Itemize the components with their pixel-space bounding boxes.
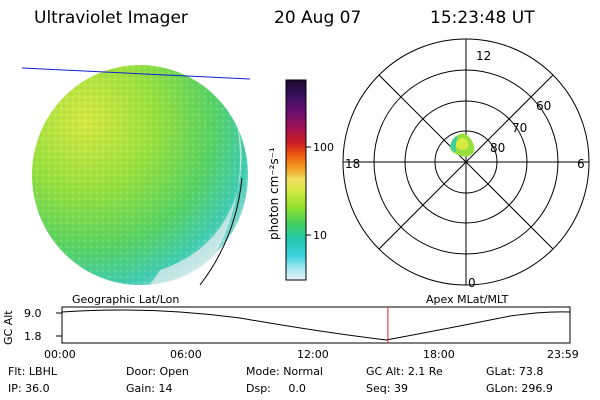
info-glon-key: GLon: bbox=[486, 382, 518, 395]
info-glat: GLat: 73.8 bbox=[486, 365, 543, 378]
polar-diag-b bbox=[378, 74, 554, 250]
info-ip-value: 36.0 bbox=[25, 382, 50, 395]
color-bar-label: photon cm⁻²s⁻¹ bbox=[267, 147, 281, 240]
info-seq: Seq: 39 bbox=[366, 382, 408, 395]
color-bar-tick-100: 100 bbox=[313, 141, 334, 154]
orbit-ylabel: GC Alt bbox=[2, 310, 15, 345]
earth-disk-texture bbox=[32, 65, 248, 285]
info-mode-value: Normal bbox=[283, 365, 323, 378]
orbit-xtick-1: 06:00 bbox=[170, 348, 202, 361]
orbit-xtick-3: 18:00 bbox=[423, 348, 455, 361]
info-flt-value: LBHL bbox=[28, 365, 57, 378]
orbit-altitude-curve bbox=[61, 309, 571, 341]
apex-panel-label: Apex MLat/MLT bbox=[426, 293, 509, 306]
polar-label-left: 18 bbox=[345, 157, 360, 171]
info-door: Door: Open bbox=[126, 365, 189, 378]
info-gain-key: Gain: bbox=[126, 382, 155, 395]
info-ip: IP: 36.0 bbox=[8, 382, 50, 395]
polar-label-bottom: 0 bbox=[468, 276, 476, 290]
info-flt: Flt: LBHL bbox=[8, 365, 57, 378]
info-gain: Gain: 14 bbox=[126, 382, 173, 395]
info-door-value: Open bbox=[159, 365, 189, 378]
date-label: 20 Aug 07 bbox=[274, 8, 362, 28]
orbit-ytick-1.8: 1.8 bbox=[24, 330, 42, 343]
info-ip-key: IP: bbox=[8, 382, 22, 395]
orbit-plot-frame bbox=[61, 306, 571, 344]
polar-lat-70: 70 bbox=[512, 121, 527, 135]
limb-line bbox=[199, 177, 243, 286]
info-seq-value: 39 bbox=[393, 382, 408, 395]
time-label: 15:23:48 UT bbox=[430, 8, 535, 28]
info-mode-key: Mode: bbox=[246, 365, 280, 378]
info-glon-value: 296.9 bbox=[521, 382, 553, 395]
info-glat-value: 73.8 bbox=[518, 365, 544, 378]
info-dsp: Dsp: 0.0 bbox=[246, 382, 306, 395]
geographic-panel-label: Geographic Lat/Lon bbox=[72, 293, 180, 306]
color-bar-fill bbox=[285, 79, 307, 281]
orbit-xtick-4: 23:59 bbox=[547, 348, 579, 361]
info-gc-alt: GC Alt: 2.1 Re bbox=[366, 365, 443, 378]
info-glat-key: GLat: bbox=[486, 365, 516, 378]
info-glon: GLon: 296.9 bbox=[486, 382, 553, 395]
color-bar-tick-10: 10 bbox=[313, 229, 327, 242]
orbit-xtick-2: 12:00 bbox=[297, 348, 329, 361]
polar-lat-80: 80 bbox=[490, 141, 505, 155]
auroral-blob-edge bbox=[450, 136, 458, 152]
info-dsp-key: Dsp: bbox=[246, 382, 271, 395]
latitude-line bbox=[21, 67, 251, 80]
info-gc-alt-value: 2.1 Re bbox=[407, 365, 443, 378]
info-gain-value: 14 bbox=[158, 382, 173, 395]
info-mode: Mode: Normal bbox=[246, 365, 323, 378]
polar-label-top: 12 bbox=[476, 49, 491, 63]
info-seq-key: Seq: bbox=[366, 382, 391, 395]
orbit-xtick-0: 00:00 bbox=[44, 348, 76, 361]
polar-lat-60: 60 bbox=[536, 99, 551, 113]
info-flt-key: Flt: bbox=[8, 365, 26, 378]
dayside-haze bbox=[150, 120, 242, 285]
polar-label-right: 6 bbox=[577, 157, 585, 171]
orbit-ytick-9: 9.0 bbox=[24, 307, 42, 320]
info-dsp-value: 0.0 bbox=[288, 382, 306, 395]
info-gc-alt-key: GC Alt: bbox=[366, 365, 405, 378]
auroral-blob-core bbox=[456, 138, 469, 150]
info-door-key: Door: bbox=[126, 365, 156, 378]
app-title: Ultraviolet Imager bbox=[34, 8, 188, 28]
